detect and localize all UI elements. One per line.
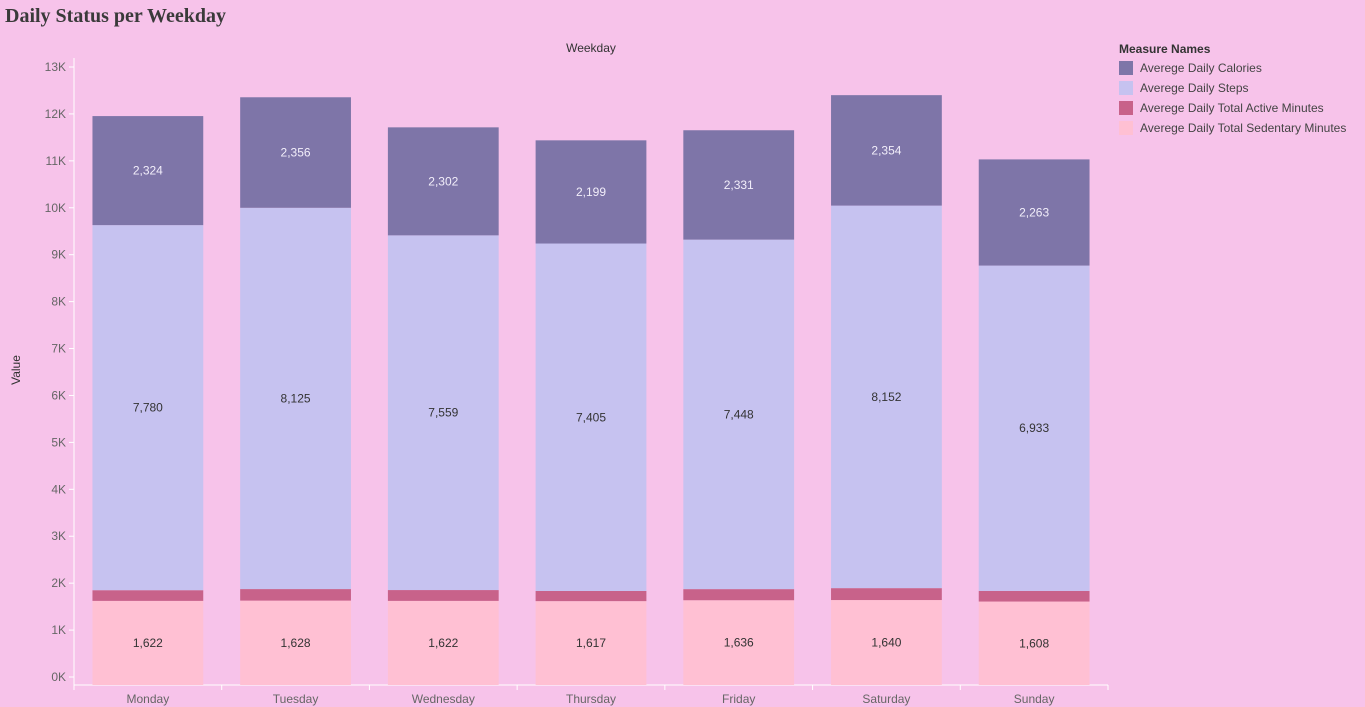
y-tick-label: 6K <box>51 388 66 402</box>
y-tick-label: 8K <box>51 295 66 309</box>
y-tick-label: 7K <box>51 342 66 356</box>
bar-segment <box>978 265 1090 591</box>
legend-swatch <box>1119 121 1133 135</box>
data-label: 7,780 <box>133 401 163 415</box>
y-axis-title: Value <box>9 355 23 385</box>
legend-label: Averege Daily Steps <box>1140 81 1249 95</box>
bar-segment <box>387 235 499 591</box>
x-tick-label: Tuesday <box>273 692 319 706</box>
bar-segment <box>831 588 942 601</box>
y-tick-label: 2K <box>51 576 66 590</box>
legend: Measure Names Averege Daily Calories Ave… <box>1119 42 1346 138</box>
y-tick-label: 4K <box>51 482 66 496</box>
bar-segment <box>535 601 647 685</box>
data-label: 1,622 <box>428 636 458 650</box>
legend-label: Averege Daily Total Active Minutes <box>1140 101 1324 115</box>
legend-title: Measure Names <box>1119 42 1211 56</box>
y-tick-label: 10K <box>45 201 66 215</box>
bar-segment <box>831 95 942 206</box>
bar-segment <box>683 589 795 601</box>
data-label: 7,559 <box>428 406 458 420</box>
y-tick-label: 13K <box>45 60 66 74</box>
legend-swatch <box>1119 61 1133 75</box>
data-label: 2,331 <box>724 178 754 192</box>
bar-segment <box>92 600 204 685</box>
data-label: 2,356 <box>281 146 311 160</box>
data-label: 8,125 <box>281 391 311 405</box>
bar-segment <box>240 97 351 208</box>
data-label: 1,636 <box>724 636 754 650</box>
bar-segment <box>387 590 499 601</box>
chart-header: Weekday <box>566 41 616 55</box>
data-label: 8,152 <box>871 390 901 404</box>
data-label: 1,608 <box>1019 636 1049 650</box>
x-tick-label: Friday <box>722 692 755 706</box>
legend-item-calories[interactable]: Averege Daily Calories <box>1119 58 1346 78</box>
x-tick-label: Saturday <box>862 692 910 706</box>
bar-segment <box>240 589 351 601</box>
bar-segment <box>831 600 942 685</box>
data-label: 2,263 <box>1019 205 1049 219</box>
y-tick-label: 0K <box>51 670 66 684</box>
data-label: 1,622 <box>133 636 163 650</box>
y-tick-label: 11K <box>46 154 66 168</box>
bar-segment <box>978 601 1090 685</box>
bar-segment <box>92 225 204 591</box>
legend-label: Averege Daily Total Sedentary Minutes <box>1140 121 1347 135</box>
x-tick-label: Wednesday <box>412 692 475 706</box>
data-label: 7,448 <box>724 407 754 421</box>
data-label: 7,405 <box>576 410 606 424</box>
y-tick-label: 12K <box>45 107 66 121</box>
data-label: 1,617 <box>576 636 606 650</box>
legend-label: Averege Daily Calories <box>1140 61 1262 75</box>
bar-segment <box>92 116 204 226</box>
data-label: 1,640 <box>871 636 901 650</box>
data-label: 6,933 <box>1019 421 1049 435</box>
y-tick-label: 9K <box>51 248 66 262</box>
bar-segment <box>240 207 351 590</box>
y-tick-label: 5K <box>51 435 66 449</box>
bar-segment <box>683 239 795 590</box>
legend-item-steps[interactable]: Averege Daily Steps <box>1119 78 1346 98</box>
x-tick-label: Thursday <box>566 692 616 706</box>
bar-segment <box>978 590 1090 602</box>
legend-swatch <box>1119 101 1133 115</box>
data-label: 2,354 <box>871 143 901 157</box>
data-label: 2,324 <box>133 164 163 178</box>
legend-swatch <box>1119 81 1133 95</box>
bar-segment <box>387 600 499 685</box>
bar-segment <box>535 590 647 602</box>
bar-segment <box>978 159 1090 266</box>
bar-segment <box>535 140 647 244</box>
bar-segment <box>683 130 795 240</box>
data-label: 2,302 <box>428 174 458 188</box>
bar-segment <box>683 600 795 685</box>
data-label: 1,628 <box>281 636 311 650</box>
bar-segment <box>92 590 204 601</box>
stacked-bar-chart: Weekday Value 0K 1K 2K 3K 4K 5K 6K 7K 8K 9K 10K 11K 12… <box>9 41 1109 706</box>
y-tick-label: 3K <box>51 529 66 543</box>
bar-segment <box>535 243 647 591</box>
legend-item-sedentary-minutes[interactable]: Averege Daily Total Sedentary Minutes <box>1119 118 1346 138</box>
x-tick-label: Monday <box>127 692 170 706</box>
chart-title: Daily Status per Weekday <box>5 5 226 27</box>
data-label: 2,199 <box>576 185 606 199</box>
bar-segment <box>831 205 942 589</box>
bar-segment <box>387 127 499 236</box>
bar-segment <box>240 600 351 685</box>
y-tick-label: 1K <box>51 623 66 637</box>
x-tick-label: Sunday <box>1014 692 1055 706</box>
legend-item-active-minutes[interactable]: Averege Daily Total Active Minutes <box>1119 98 1346 118</box>
